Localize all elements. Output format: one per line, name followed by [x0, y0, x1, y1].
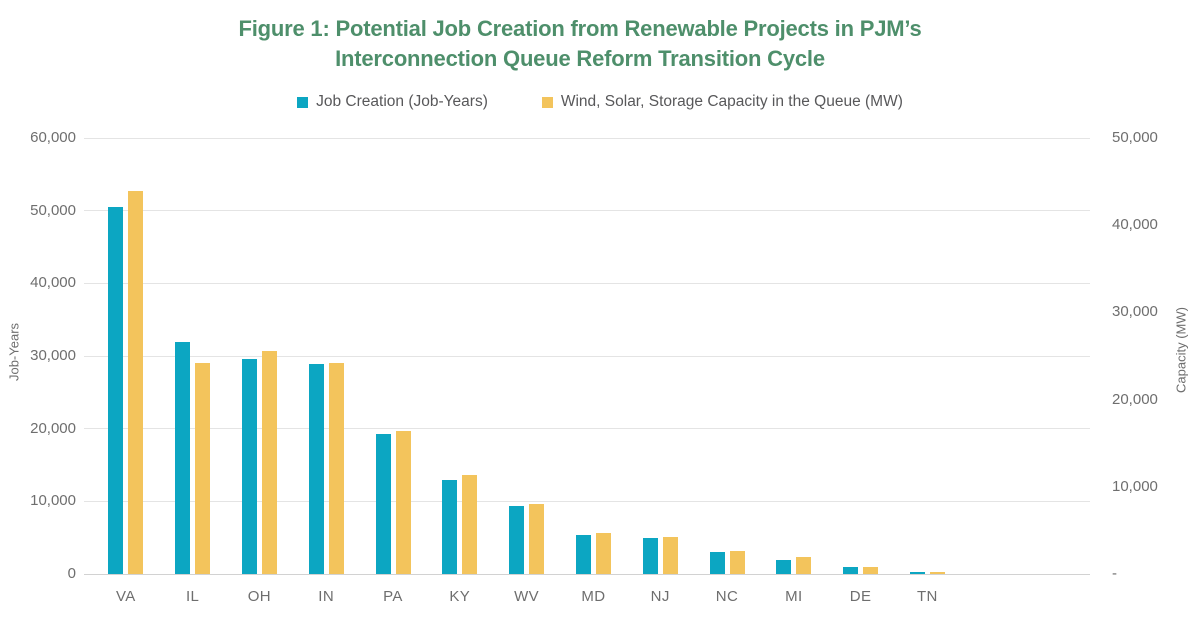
gridline [84, 137, 1090, 139]
bar-group-oh [241, 138, 277, 574]
legend-item-job-creation: Job Creation (Job-Years) [297, 93, 488, 111]
y-axis-right-tick-label: - [1112, 565, 1117, 582]
bar-group-va [108, 138, 144, 574]
x-axis-label-va: VA [115, 588, 136, 605]
gridline [84, 428, 1090, 430]
bar-group-pa [375, 138, 411, 574]
y-axis-left-tick-label: 50,000 [30, 201, 76, 219]
bar-capacity-il [195, 362, 211, 574]
x-axis-label-ky: KY [449, 588, 471, 605]
x-axis-label-de: DE [849, 588, 872, 605]
bar-job-years-va [108, 207, 124, 574]
chart-title-line-1: Figure 1: Potential Job Creation from Re… [238, 16, 922, 41]
y-axis-right-tick-label: 20,000 [1112, 390, 1158, 408]
bar-group-tn [909, 138, 945, 574]
bar-job-years-in [308, 364, 324, 574]
x-axis-label-oh: OH [247, 588, 272, 605]
legend-item-capacity: Wind, Solar, Storage Capacity in the Que… [541, 93, 903, 111]
x-axis-label-tn: TN [916, 588, 938, 605]
bar-job-years-pa [375, 434, 391, 574]
legend-label: Job Creation (Job-Years) [316, 93, 488, 110]
bar-group-il [175, 138, 211, 574]
y-axis-left-tick-label: 0 [67, 565, 76, 582]
bar-job-years-ky [442, 480, 458, 574]
y-axis-left-tick-label: 20,000 [30, 419, 76, 437]
bar-job-years-wv [509, 505, 525, 574]
gridline [84, 573, 1090, 575]
bar-capacity-ky [462, 475, 478, 574]
y-axis-left-tick-label: 60,000 [30, 129, 76, 146]
x-axis-label-md: MD [581, 588, 606, 605]
bar-group-wv [509, 138, 545, 574]
gridline [84, 282, 1090, 284]
x-axis-label-mi: MI [785, 588, 803, 605]
bar-job-years-md [575, 534, 591, 574]
y-axis-left-tick-label: 10,000 [30, 492, 76, 510]
bar-capacity-pa [395, 431, 411, 574]
gridline [84, 210, 1090, 212]
bar-group-ky [442, 138, 478, 574]
bar-job-years-il [175, 342, 191, 574]
bar-capacity-md [595, 533, 611, 574]
y-axis-left-tick-label: 40,000 [30, 274, 76, 292]
x-axis-label-nc: NC [715, 588, 739, 605]
x-axis-label-wv: WV [514, 588, 540, 605]
legend-swatch-icon [541, 96, 553, 108]
bar-capacity-wv [529, 504, 545, 574]
gridline [84, 355, 1090, 357]
bar-group-de [843, 138, 879, 574]
bar-job-years-nj [642, 537, 658, 574]
bar-job-years-nc [709, 552, 725, 574]
y-axis-right-tick-label: 40,000 [1112, 216, 1158, 234]
bar-group-nc [709, 138, 745, 574]
y-axis-left-tick-label: 30,000 [30, 347, 76, 364]
chart-title: Figure 1: Potential Job Creation from Re… [0, 14, 1160, 74]
x-axis-label-il: IL [185, 588, 200, 605]
bar-capacity-in [328, 362, 344, 574]
y-axis-right-tick-label: 30,000 [1112, 303, 1158, 321]
bar-capacity-oh [261, 350, 277, 574]
bar-job-years-mi [776, 560, 792, 574]
bar-capacity-de [863, 567, 879, 574]
bar-job-years-de [843, 566, 859, 574]
y-axis-left-ticks: 0 10,000 20,000 30,000 40,000 50,000 60,000 [0, 129, 76, 582]
y-axis-right-ticks: - 10,000 20,000 30,000 40,000 50,000 [1112, 129, 1196, 582]
legend-swatch-icon [297, 96, 309, 108]
bar-group-in [308, 138, 344, 574]
x-axis-label-nj: NJ [650, 588, 670, 605]
legend-label: Wind, Solar, Storage Capacity in the Que… [560, 93, 903, 110]
bar-capacity-nj [662, 536, 678, 574]
bar-group-mi [776, 138, 812, 574]
chart-title-line-2: Interconnection Queue Reform Transition … [335, 46, 825, 71]
y-axis-right-tick-label: 10,000 [1112, 477, 1158, 495]
bar-capacity-nc [729, 551, 745, 574]
bar-job-years-oh [241, 358, 257, 574]
x-axis-label-pa: PA [383, 588, 403, 605]
plot-area: VA IL OH IN PA KY WV MD NJ NC MI DE TN [84, 137, 1090, 605]
y-axis-right-tick-label: 50,000 [1112, 129, 1158, 146]
bar-group-nj [642, 138, 678, 574]
bar-group-md [575, 138, 611, 574]
x-axis-label-in: IN [318, 588, 335, 605]
gridline [84, 500, 1090, 502]
bar-capacity-va [128, 191, 144, 574]
bar-capacity-mi [796, 557, 812, 574]
bar-job-years-tn [909, 571, 925, 574]
bar-capacity-tn [929, 572, 945, 574]
legend: Job Creation (Job-Years) Wind, Solar, Sto… [0, 93, 1200, 111]
